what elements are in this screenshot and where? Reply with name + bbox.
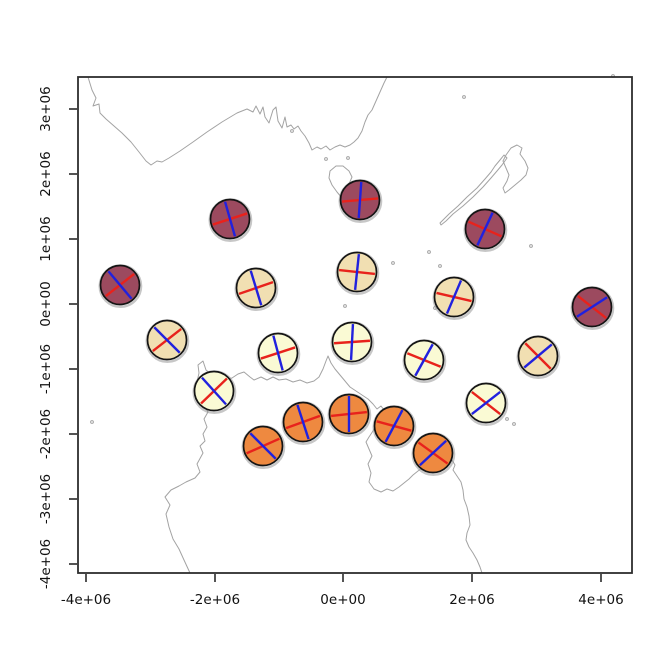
blue-axis-line [471, 390, 501, 416]
blue-axis-line [223, 201, 237, 237]
station-glyph [241, 425, 286, 470]
blue-axis-line [419, 439, 447, 467]
small-island [505, 417, 509, 421]
station-glyph [432, 276, 477, 321]
y-tick-label: -3e+06 [38, 474, 54, 524]
blue-axis-line [153, 326, 181, 354]
station-glyph [338, 179, 383, 224]
station-glyph [464, 382, 509, 427]
blue-axis-line [445, 279, 463, 315]
small-island [438, 264, 442, 268]
y-tick-label: 2e+06 [38, 151, 54, 196]
coastline-nz-south-island [439, 154, 508, 226]
blue-axis-line [353, 253, 361, 291]
station-glyph [411, 432, 456, 477]
x-tick-label: -2e+06 [190, 592, 240, 608]
small-island [512, 422, 516, 426]
blue-axis-line [107, 270, 133, 300]
blue-axis-line [296, 404, 310, 440]
station-glyph [402, 339, 447, 384]
station-glyph [208, 198, 253, 243]
small-island [346, 156, 350, 160]
blue-axis-line [576, 296, 608, 318]
y-tick-label: 1e+06 [38, 216, 54, 261]
blue-axis-line [272, 335, 284, 371]
station-glyph [372, 405, 417, 450]
blue-axis-line [249, 432, 277, 460]
x-tick-label: -4e+06 [61, 592, 111, 608]
station-glyph [570, 286, 615, 331]
coastline-nz-north-island [502, 144, 529, 194]
blue-axis-line [414, 343, 434, 377]
y-tick-label: -4e+06 [38, 539, 54, 589]
blue-axis-line [201, 376, 227, 406]
station-glyph [98, 264, 143, 309]
station-glyph [281, 401, 326, 446]
blue-axis-line [523, 343, 553, 369]
coastline-australia-south-coast [87, 76, 388, 166]
station-glyph [234, 267, 279, 312]
y-tick-label: -2e+06 [38, 409, 54, 459]
small-island [290, 129, 294, 133]
blue-axis-line [349, 323, 355, 361]
small-island [343, 304, 347, 308]
small-island [324, 157, 328, 161]
station-glyph [335, 251, 380, 296]
blue-axis-line [384, 409, 404, 443]
station-glyph [256, 332, 301, 377]
x-tick-label: 2e+06 [449, 592, 494, 608]
y-tick-label: 0e+00 [38, 281, 54, 326]
small-island [90, 420, 94, 424]
x-tick-label: 4e+06 [578, 592, 623, 608]
station-glyph [327, 393, 372, 438]
plot-border [77, 76, 633, 574]
blue-axis-line [476, 212, 494, 246]
station-glyph [463, 208, 508, 253]
small-island [529, 244, 533, 248]
blue-axis-line [249, 270, 263, 306]
blue-axis-line [357, 181, 363, 219]
station-glyph [330, 321, 375, 366]
station-glyph [516, 335, 561, 380]
y-tick-label: 3e+06 [38, 86, 54, 131]
small-island [462, 95, 466, 99]
station-glyph [145, 319, 190, 364]
x-tick-label: 0e+00 [320, 592, 365, 608]
small-island [427, 250, 431, 254]
small-island [391, 261, 395, 265]
y-tick-label: -1e+06 [38, 344, 54, 394]
station-glyph [192, 370, 237, 415]
